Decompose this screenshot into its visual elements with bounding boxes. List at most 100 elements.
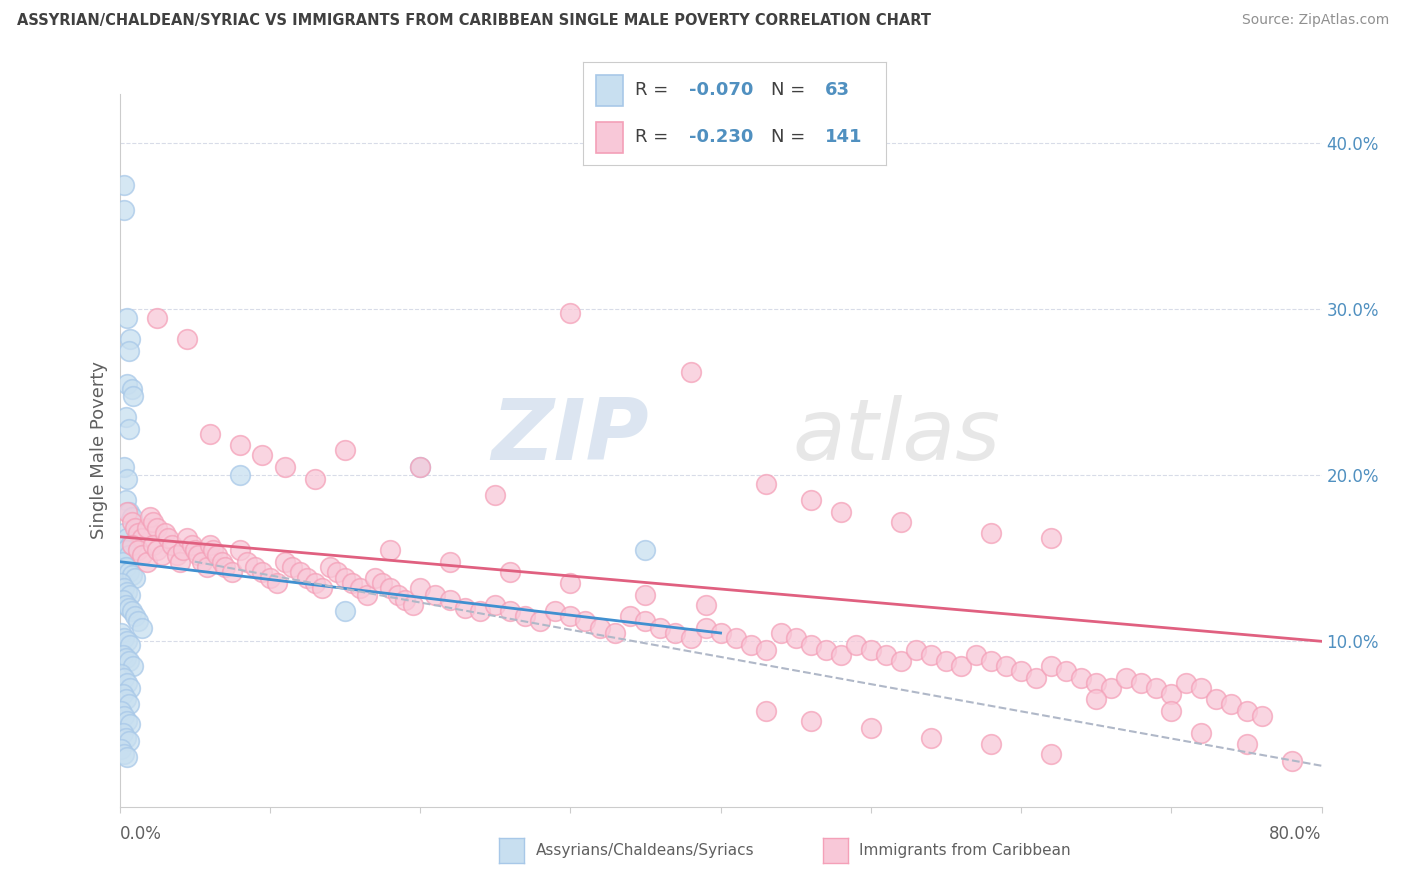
Point bbox=[755, 476, 778, 491]
Point bbox=[135, 521, 157, 535]
Point bbox=[845, 638, 868, 652]
Point bbox=[121, 568, 143, 582]
Point bbox=[112, 460, 135, 475]
Point bbox=[117, 422, 139, 436]
Point bbox=[484, 598, 506, 612]
Point bbox=[115, 472, 138, 486]
Point bbox=[1175, 675, 1198, 690]
Point bbox=[890, 515, 912, 529]
Point bbox=[118, 717, 141, 731]
Point bbox=[198, 538, 221, 552]
Point bbox=[115, 505, 138, 519]
Text: R =: R = bbox=[636, 81, 673, 99]
Point bbox=[114, 598, 136, 612]
Point bbox=[252, 449, 274, 463]
Point bbox=[142, 538, 165, 552]
Point bbox=[131, 621, 153, 635]
Point bbox=[146, 543, 169, 558]
Point bbox=[544, 604, 567, 618]
Point bbox=[769, 626, 792, 640]
Point bbox=[371, 576, 394, 591]
Point bbox=[814, 642, 837, 657]
Point bbox=[724, 631, 747, 645]
Point bbox=[111, 687, 134, 701]
Point bbox=[112, 747, 135, 761]
Point bbox=[574, 615, 596, 629]
Point bbox=[114, 651, 136, 665]
Point bbox=[228, 468, 252, 483]
Point bbox=[118, 332, 141, 346]
Point bbox=[115, 377, 138, 392]
Point bbox=[409, 460, 432, 475]
Bar bbox=[596, 122, 623, 153]
Point bbox=[127, 615, 149, 629]
Point bbox=[110, 667, 132, 681]
Point bbox=[124, 609, 146, 624]
Point bbox=[709, 626, 731, 640]
Point bbox=[201, 543, 224, 558]
Point bbox=[114, 559, 136, 574]
Text: ZIP: ZIP bbox=[491, 394, 648, 478]
Point bbox=[333, 604, 356, 618]
Point bbox=[785, 631, 807, 645]
Point bbox=[387, 588, 409, 602]
Point bbox=[890, 654, 912, 668]
Point bbox=[166, 548, 188, 562]
Point bbox=[243, 559, 266, 574]
Point bbox=[326, 565, 349, 579]
Point bbox=[228, 543, 252, 558]
Point bbox=[211, 555, 233, 569]
Point bbox=[191, 555, 214, 569]
Point bbox=[221, 565, 243, 579]
Text: 0.0%: 0.0% bbox=[120, 825, 162, 843]
Point bbox=[529, 615, 551, 629]
Point bbox=[117, 698, 139, 712]
Point bbox=[439, 592, 461, 607]
Point bbox=[304, 472, 326, 486]
Point bbox=[115, 750, 138, 764]
Point bbox=[112, 526, 135, 541]
Point bbox=[121, 509, 143, 524]
Point bbox=[122, 659, 145, 673]
Point bbox=[1160, 687, 1182, 701]
Point bbox=[110, 742, 132, 756]
Point bbox=[634, 588, 657, 602]
Point bbox=[980, 737, 1002, 751]
Point bbox=[800, 638, 823, 652]
Text: Source: ZipAtlas.com: Source: ZipAtlas.com bbox=[1241, 13, 1389, 28]
Point bbox=[117, 654, 139, 668]
Point bbox=[342, 576, 364, 591]
Point bbox=[664, 626, 686, 640]
Point bbox=[127, 526, 149, 541]
Point bbox=[198, 426, 221, 441]
Point bbox=[304, 576, 326, 591]
Point bbox=[356, 588, 378, 602]
Point bbox=[114, 731, 136, 745]
Point bbox=[112, 581, 135, 595]
Point bbox=[378, 543, 401, 558]
Point bbox=[274, 555, 297, 569]
Point bbox=[1281, 754, 1303, 768]
Point bbox=[1099, 681, 1122, 695]
Point bbox=[266, 576, 288, 591]
Point bbox=[695, 621, 717, 635]
Point bbox=[115, 532, 138, 546]
Point bbox=[364, 571, 387, 585]
Point bbox=[195, 559, 218, 574]
Point bbox=[169, 555, 191, 569]
Point bbox=[634, 615, 657, 629]
Point bbox=[110, 576, 132, 591]
Point bbox=[110, 626, 132, 640]
Point bbox=[679, 631, 702, 645]
Point bbox=[131, 548, 153, 562]
Point bbox=[1085, 692, 1108, 706]
Point bbox=[1236, 737, 1258, 751]
Point bbox=[1236, 704, 1258, 718]
Point bbox=[499, 604, 522, 618]
Point bbox=[115, 634, 138, 648]
Point bbox=[114, 543, 136, 558]
Point bbox=[111, 592, 134, 607]
Point bbox=[619, 609, 641, 624]
Point bbox=[111, 725, 134, 739]
Point bbox=[409, 581, 432, 595]
